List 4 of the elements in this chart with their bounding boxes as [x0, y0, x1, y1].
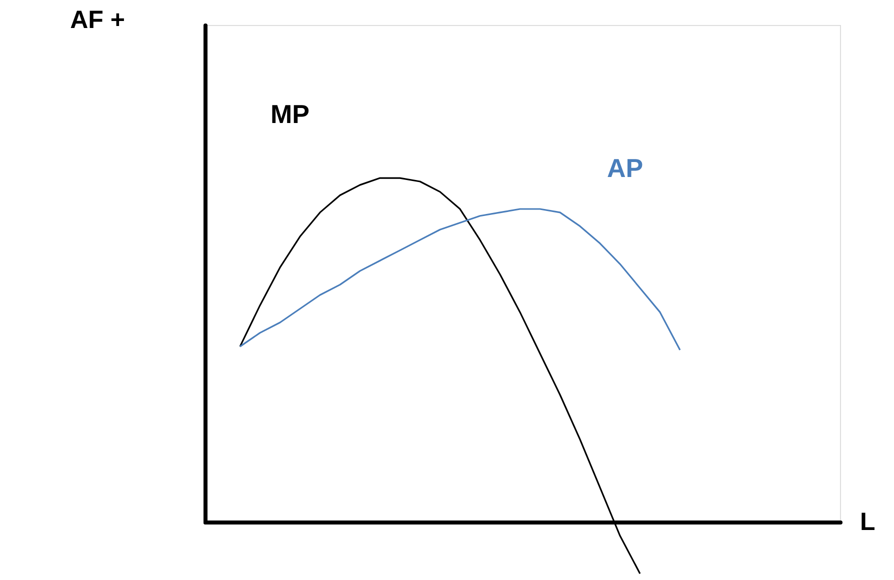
text: L: [860, 508, 876, 536]
text: AF +: [70, 6, 125, 34]
series-label: AP: [606, 153, 644, 184]
text: MP: [270, 99, 310, 130]
